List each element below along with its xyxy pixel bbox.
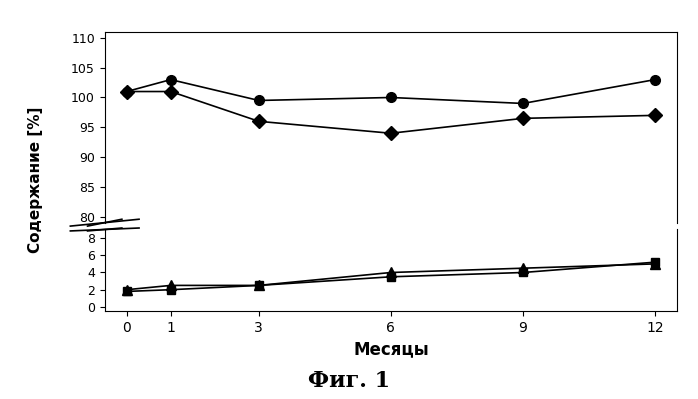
X-axis label: Месяцы: Месяцы (353, 340, 429, 358)
Text: Фиг. 1: Фиг. 1 (308, 370, 390, 392)
Text: Содержание [%]: Содержание [%] (28, 107, 43, 253)
